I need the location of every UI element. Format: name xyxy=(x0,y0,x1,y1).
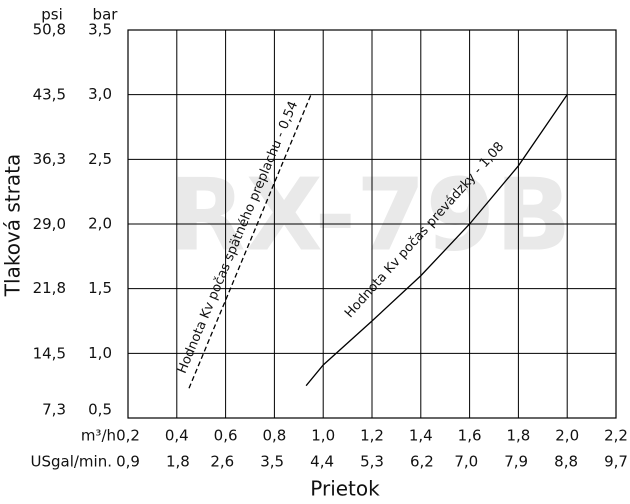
x-tick-label: 0,8 xyxy=(262,427,286,445)
x-tick-label: 1,6 xyxy=(458,427,482,445)
x-tick-label: 0,4 xyxy=(165,427,189,445)
y2-tick-label: 50,8 xyxy=(33,21,66,39)
line xyxy=(305,94,568,387)
y-unit: bar xyxy=(93,6,119,24)
y-tick-label: 1,0 xyxy=(88,344,112,362)
x-tick-label: 1,4 xyxy=(409,427,433,445)
x2-tick-label: 4,4 xyxy=(310,453,334,471)
y-tick-label: 3,5 xyxy=(88,21,112,39)
y2-tick-label: 36,3 xyxy=(33,150,66,168)
y-tick-label: 3,0 xyxy=(88,85,112,103)
plot-frame xyxy=(127,29,617,419)
x2-tick-label: 9,7 xyxy=(604,453,628,471)
y-tick-label: 2,5 xyxy=(88,150,112,168)
y2-tick-label: 14,5 xyxy=(33,344,66,362)
x2-unit: USgal/min. xyxy=(31,453,113,471)
x-axis-label: Prietok xyxy=(310,477,380,501)
watermark: RX-79B xyxy=(169,156,572,273)
x2-tick-label: 5,3 xyxy=(360,453,384,471)
x2-tick-label: 0,9 xyxy=(116,453,140,471)
y-tick-label: 0,5 xyxy=(88,401,112,419)
y2-tick-label: 21,8 xyxy=(33,279,66,297)
x-tick-label: 2,2 xyxy=(604,427,628,445)
y-tick-label: 2,0 xyxy=(88,215,112,233)
x2-tick-label: 6,2 xyxy=(410,453,434,471)
y2-tick-label: 29,0 xyxy=(33,215,66,233)
x2-tick-label: 1,8 xyxy=(166,453,190,471)
x-tick-label: 0,2 xyxy=(116,427,140,445)
line xyxy=(188,94,312,389)
x2-tick-label: 3,5 xyxy=(260,453,284,471)
x2-tick-label: 8,8 xyxy=(554,453,578,471)
x-tick-label: 1,0 xyxy=(311,427,335,445)
y-tick-label: 1,5 xyxy=(88,279,112,297)
x2-tick-label: 7,9 xyxy=(504,453,528,471)
y2-tick-label: 43,5 xyxy=(33,86,66,104)
y2-tick-label: 7,3 xyxy=(42,401,66,419)
x2-tick-label: 2,6 xyxy=(210,453,234,471)
x-tick-label: 1,2 xyxy=(360,427,384,445)
x-tick-label: 1,8 xyxy=(506,427,530,445)
y-axis-label: Tlaková strata xyxy=(1,154,25,297)
x2-tick-label: 7,0 xyxy=(454,453,478,471)
x-tick-label: 0,6 xyxy=(214,427,238,445)
x-unit: m³/h xyxy=(81,427,116,445)
x-tick-label: 2,0 xyxy=(555,427,579,445)
y2-unit: psi xyxy=(41,6,63,24)
